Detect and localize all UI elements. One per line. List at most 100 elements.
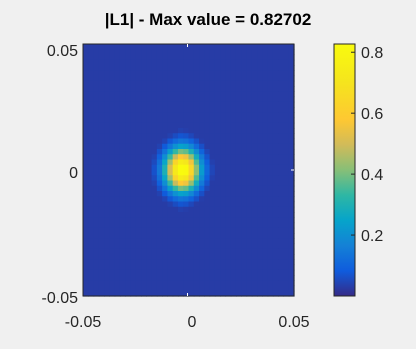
heatmap-cell bbox=[104, 107, 110, 113]
heatmap-cell bbox=[241, 128, 248, 134]
heatmap-cell bbox=[267, 133, 274, 140]
heatmap-cell bbox=[146, 212, 153, 218]
heatmap-cell bbox=[146, 201, 153, 208]
heatmap-cell bbox=[183, 259, 190, 266]
heatmap-cell bbox=[225, 107, 232, 113]
heatmap-cell bbox=[109, 280, 116, 287]
heatmap-cell bbox=[172, 238, 179, 245]
heatmap-cell bbox=[193, 154, 200, 161]
heatmap-cell bbox=[199, 59, 205, 66]
heatmap-cell bbox=[141, 248, 147, 255]
heatmap-cell bbox=[272, 122, 279, 129]
heatmap-cell bbox=[267, 170, 274, 176]
heatmap-cell bbox=[283, 75, 290, 82]
heatmap-cell bbox=[114, 117, 121, 124]
heatmap-cell bbox=[188, 112, 195, 119]
heatmap-cell bbox=[177, 117, 184, 124]
heatmap-cell bbox=[262, 175, 269, 182]
heatmap-cell bbox=[209, 59, 216, 66]
heatmap-cell bbox=[272, 222, 279, 229]
heatmap-cell bbox=[230, 227, 237, 234]
heatmap-cell bbox=[104, 222, 110, 229]
heatmap-cell bbox=[130, 248, 137, 255]
heatmap-cell bbox=[177, 75, 184, 82]
heatmap-cell bbox=[241, 101, 248, 108]
heatmap-cell bbox=[251, 254, 258, 260]
heatmap-cell bbox=[114, 75, 121, 82]
heatmap-cell bbox=[88, 133, 95, 140]
heatmap-cell bbox=[114, 285, 121, 292]
heatmap-cell bbox=[93, 217, 100, 224]
heatmap-cell bbox=[267, 217, 274, 224]
heatmap-cell bbox=[119, 112, 126, 119]
heatmap-cell bbox=[183, 196, 190, 203]
heatmap-cell bbox=[230, 70, 237, 77]
heatmap-cell bbox=[172, 275, 179, 281]
heatmap-cell bbox=[162, 196, 169, 203]
heatmap-cell bbox=[246, 101, 253, 108]
heatmap-cell bbox=[162, 285, 169, 292]
heatmap-cell bbox=[162, 290, 169, 297]
heatmap-cell bbox=[225, 243, 232, 250]
heatmap-cell bbox=[88, 170, 95, 176]
heatmap-cell bbox=[235, 175, 242, 182]
heatmap-cell bbox=[188, 243, 195, 250]
heatmap-cell bbox=[172, 117, 179, 124]
heatmap-cell bbox=[114, 91, 121, 98]
heatmap-cell bbox=[177, 128, 184, 134]
heatmap-cell bbox=[225, 101, 232, 108]
heatmap-cell bbox=[246, 107, 253, 113]
heatmap-cell bbox=[130, 269, 137, 276]
heatmap-cell bbox=[93, 164, 100, 171]
heatmap-cell bbox=[288, 107, 295, 113]
heatmap-cell bbox=[267, 196, 274, 203]
heatmap-cell bbox=[125, 248, 132, 255]
heatmap-cell bbox=[109, 196, 116, 203]
heatmap-cell bbox=[257, 233, 263, 239]
heatmap-cell bbox=[220, 65, 227, 71]
heatmap-cell bbox=[125, 201, 132, 208]
heatmap-cell bbox=[162, 222, 169, 229]
heatmap-cell bbox=[135, 49, 142, 56]
heatmap-cell bbox=[209, 264, 216, 271]
heatmap-cell bbox=[114, 212, 121, 218]
heatmap-cell bbox=[193, 107, 200, 113]
heatmap-cell bbox=[98, 238, 105, 245]
heatmap-cell bbox=[156, 254, 163, 260]
heatmap-cell bbox=[251, 128, 258, 134]
heatmap-cell bbox=[288, 86, 295, 92]
heatmap-cell bbox=[283, 44, 290, 50]
heatmap-cell bbox=[209, 170, 216, 176]
heatmap-cell bbox=[98, 243, 105, 250]
heatmap-cell bbox=[88, 185, 95, 192]
heatmap-cell bbox=[177, 269, 184, 276]
heatmap-cell bbox=[156, 280, 163, 287]
heatmap-cell bbox=[125, 122, 132, 129]
heatmap-plot-area[interactable] bbox=[83, 44, 295, 297]
heatmap-cell bbox=[272, 264, 279, 271]
heatmap-cell bbox=[88, 86, 95, 92]
heatmap-cell bbox=[172, 138, 179, 145]
heatmap-cell bbox=[193, 133, 200, 140]
heatmap-cell bbox=[251, 290, 258, 297]
heatmap-cell bbox=[204, 269, 211, 276]
heatmap-cell bbox=[235, 59, 242, 66]
heatmap-cell bbox=[151, 138, 158, 145]
heatmap-cell bbox=[125, 138, 132, 145]
heatmap-cell bbox=[199, 185, 205, 192]
heatmap-cell bbox=[119, 154, 126, 161]
heatmap-cell bbox=[209, 65, 216, 71]
heatmap-cell bbox=[220, 201, 227, 208]
heatmap-cell bbox=[193, 254, 200, 260]
heatmap-cell bbox=[230, 75, 237, 82]
heatmap-cell bbox=[172, 254, 179, 260]
heatmap-cell bbox=[204, 86, 211, 92]
heatmap-cell bbox=[98, 133, 105, 140]
heatmap-cell bbox=[278, 290, 285, 297]
heatmap-cell bbox=[146, 149, 153, 155]
heatmap-cell bbox=[188, 159, 195, 166]
heatmap-cell bbox=[146, 117, 153, 124]
heatmap-cell bbox=[151, 86, 158, 92]
heatmap-cell bbox=[214, 54, 221, 61]
heatmap-cell bbox=[98, 54, 105, 61]
